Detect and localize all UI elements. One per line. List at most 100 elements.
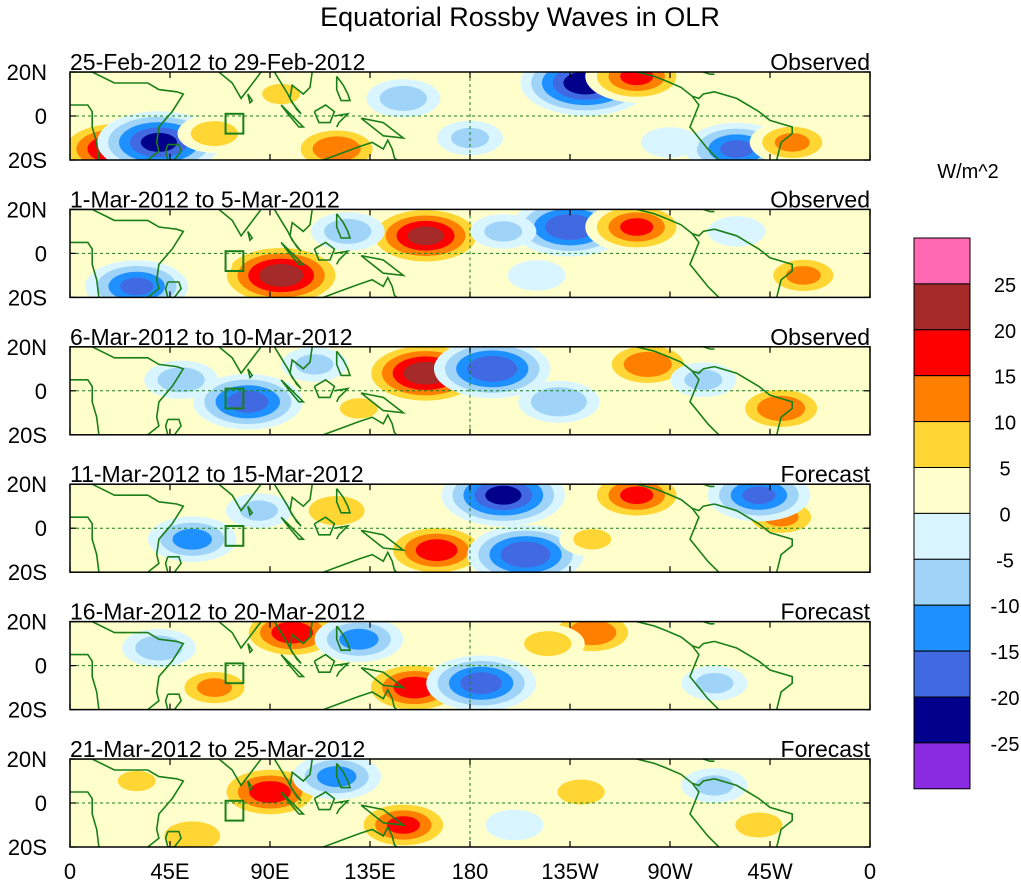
x-tick-label: 135W bbox=[541, 859, 599, 884]
panel-status-label: Observed bbox=[770, 324, 870, 350]
coastline bbox=[70, 791, 100, 847]
coastline bbox=[280, 516, 306, 541]
coastline bbox=[360, 254, 407, 277]
anomaly-contour bbox=[500, 541, 551, 568]
anomaly-contour bbox=[271, 621, 314, 644]
anomaly-field bbox=[147, 484, 824, 573]
coastline bbox=[313, 104, 336, 124]
region-box bbox=[224, 799, 245, 822]
colorbar-tick-label: -10 bbox=[991, 596, 1020, 618]
x-tick-label: 0 bbox=[864, 859, 876, 884]
y-tick-label: 20S bbox=[8, 560, 47, 585]
y-tick-label: 20S bbox=[8, 698, 47, 723]
panel-status-label: Forecast bbox=[781, 599, 871, 625]
coastline bbox=[70, 516, 100, 573]
anomaly-contour bbox=[684, 369, 723, 390]
panel-5: 20N 0 20S 16-Mar-2012 to 20-Mar-2012 Forecas… bbox=[7, 599, 871, 723]
y-tick-label: 0 bbox=[35, 379, 47, 404]
anomaly-contour bbox=[379, 85, 427, 111]
colorbar-bin bbox=[913, 604, 971, 652]
coastline bbox=[714, 778, 794, 847]
x-tick-label: 45W bbox=[747, 859, 792, 884]
coastline bbox=[323, 138, 398, 160]
colorbar-tick-label: -15 bbox=[991, 642, 1020, 664]
anomaly-contour bbox=[415, 539, 458, 562]
coastline bbox=[334, 387, 351, 403]
coastline bbox=[247, 505, 254, 517]
colorbar-tick-label: -20 bbox=[991, 688, 1020, 710]
coastline bbox=[335, 75, 352, 102]
coastline bbox=[70, 759, 185, 847]
coastline bbox=[70, 378, 100, 435]
panel-status-label: Forecast bbox=[781, 736, 871, 762]
colorbar-units-label: W/m^2 bbox=[937, 161, 999, 183]
coastline bbox=[273, 484, 313, 527]
y-tick-label: 0 bbox=[35, 791, 47, 816]
anomaly-contour bbox=[620, 72, 654, 86]
panel-3: 20N 0 20S 6-Mar-2012 to 10-Mar-2012 Observed bbox=[7, 324, 871, 448]
x-axis: 0 45E 90E 135E 180 135W 90W 45W 0 bbox=[64, 859, 876, 884]
anomaly-contour bbox=[530, 387, 587, 417]
region-box bbox=[224, 662, 245, 685]
coastline bbox=[335, 350, 352, 377]
anomaly-contour bbox=[720, 140, 754, 158]
anomaly-contour bbox=[120, 277, 154, 296]
panel-period-label: 16-Mar-2012 to 20-Mar-2012 bbox=[70, 599, 365, 625]
colorbar-bin bbox=[913, 467, 971, 514]
anomaly-contour bbox=[620, 218, 654, 236]
coastlines bbox=[70, 759, 794, 847]
x-tick-label: 45E bbox=[150, 859, 189, 884]
anomaly-contour bbox=[735, 812, 783, 838]
coastline bbox=[689, 507, 720, 573]
coastline bbox=[714, 228, 794, 298]
anomaly-contour bbox=[507, 260, 566, 291]
colorbar-bin bbox=[913, 512, 971, 560]
colorbar-bin bbox=[913, 650, 971, 698]
anomaly-contour bbox=[524, 631, 572, 657]
colorbar-tick-label: 10 bbox=[994, 413, 1016, 435]
colorbar-bin bbox=[913, 696, 971, 744]
anomaly-contour bbox=[172, 528, 212, 550]
anomaly-contour bbox=[460, 672, 502, 695]
anomaly-contour bbox=[557, 779, 605, 805]
region-box bbox=[224, 112, 245, 135]
coastline bbox=[360, 529, 407, 552]
panel-period-label: 21-Mar-2012 to 25-Mar-2012 bbox=[70, 736, 365, 762]
coastline bbox=[360, 804, 407, 827]
coastline bbox=[689, 782, 720, 847]
y-tick-label: 0 bbox=[35, 104, 47, 129]
coastline bbox=[334, 112, 351, 128]
y-tick-label: 20N bbox=[7, 610, 47, 635]
y-tick-label: 20N bbox=[7, 60, 47, 85]
coastlines bbox=[70, 72, 794, 160]
y-tick-label: 0 bbox=[35, 241, 47, 266]
panel-period-label: 6-Mar-2012 to 10-Mar-2012 bbox=[70, 324, 353, 350]
anomaly-contour bbox=[545, 214, 595, 240]
colorbar-tick-label: 20 bbox=[994, 321, 1016, 343]
coastline bbox=[689, 645, 720, 710]
coastline bbox=[70, 209, 185, 298]
anomaly-contour bbox=[295, 354, 334, 375]
anomaly-contour bbox=[695, 775, 734, 796]
coastline bbox=[70, 621, 185, 710]
panel-1: 20N 0 20S 25-Feb-2012 to 29-Feb-2012 Observe… bbox=[7, 49, 871, 173]
coastline bbox=[313, 516, 336, 536]
coastline bbox=[70, 241, 100, 298]
panel-4: 20N 0 20S 11-Mar-2012 to 15-Mar-2012 Forecas… bbox=[7, 461, 871, 585]
x-tick-label: 0 bbox=[64, 859, 76, 884]
panel-2: 20N 0 20S 1-Mar-2012 to 5-Mar-2012 Observed bbox=[7, 186, 871, 310]
colorbar-tick-label: 0 bbox=[999, 504, 1010, 526]
coastline bbox=[313, 653, 336, 674]
coastline bbox=[323, 413, 398, 435]
coastline bbox=[164, 143, 182, 160]
coastline bbox=[313, 241, 336, 261]
coastline bbox=[636, 209, 715, 237]
coastline bbox=[280, 241, 306, 266]
coastline bbox=[313, 378, 336, 399]
region-box bbox=[224, 525, 245, 547]
panel-status-label: Forecast bbox=[781, 461, 871, 487]
coastline bbox=[218, 72, 262, 100]
anomaly-contour bbox=[407, 226, 444, 246]
y-tick-label: 20S bbox=[8, 423, 47, 448]
